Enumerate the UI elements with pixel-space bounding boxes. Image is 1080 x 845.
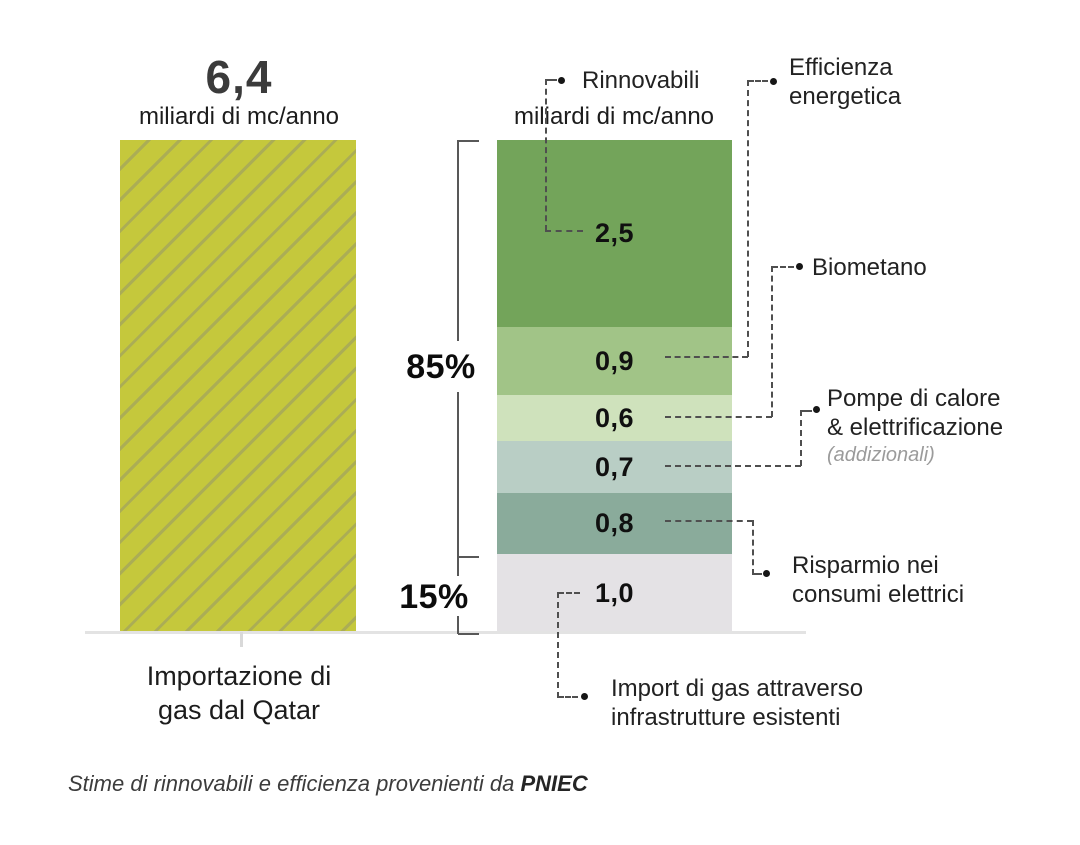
callout-efficienza-energetica: Efficienza energetica <box>789 53 901 111</box>
bracket-label-15: 15% <box>399 578 469 616</box>
segment-efficienza-energetica: 0,9 <box>497 327 732 395</box>
callout-line: Risparmio nei <box>792 552 939 579</box>
segment-rinnovabili: 2,5 <box>497 140 732 327</box>
connector-line <box>545 79 547 231</box>
callout-line: energetica <box>789 83 902 110</box>
left-bar-unit-label: miliardi di mc/anno <box>138 103 340 130</box>
bracket-tick-top <box>458 140 479 142</box>
segment-pompe-di-calore: 0,7 <box>497 441 732 493</box>
callout-rinnovabili: Rinnovabili <box>582 66 699 95</box>
connector-line <box>748 80 768 82</box>
segment-value: 0,7 <box>594 451 635 482</box>
segment-import-gas-esistente: 1,0 <box>497 554 732 632</box>
bracket-label-85: 85% <box>406 348 476 386</box>
bracket-line <box>457 556 459 576</box>
qatar-import-bar <box>120 140 356 632</box>
connector-line <box>665 465 801 467</box>
callout-import-gas: Import di gas attraverso infrastrutture … <box>611 674 863 732</box>
connector-dot <box>763 570 770 577</box>
connector-dot <box>796 263 803 270</box>
segment-value: 2,5 <box>594 218 635 248</box>
x-axis-baseline <box>85 631 806 634</box>
callout-line: Biometano <box>812 254 927 281</box>
callout-line: Import di gas attraverso <box>611 675 864 702</box>
connector-line <box>557 592 559 698</box>
connector-line <box>545 230 583 232</box>
bracket-tick-bottom <box>458 633 479 635</box>
callout-line: & elettrificazione <box>827 414 1004 441</box>
segment-biometano: 0,6 <box>497 395 732 441</box>
connector-line <box>752 520 754 575</box>
callout-line: Efficienza <box>789 54 893 81</box>
category-line: Importazione di <box>146 661 332 691</box>
connector-dot <box>558 77 565 84</box>
left-bar-total-value: 6,4 <box>205 51 273 103</box>
bracket-line <box>457 140 459 341</box>
bracket-tick-mid <box>458 556 479 558</box>
bracket-line <box>457 392 459 557</box>
connector-line <box>665 520 753 522</box>
callout-line: consumi elettrici <box>792 581 965 608</box>
segment-value: 1,0 <box>594 577 635 608</box>
connector-dot <box>770 78 777 85</box>
callout-line: Rinnovabili <box>582 67 700 94</box>
x-axis-tick <box>240 632 243 647</box>
connector-line <box>558 592 580 594</box>
connector-dot <box>581 693 588 700</box>
category-line: gas dal Qatar <box>157 695 321 725</box>
bracket-line <box>457 616 459 634</box>
connector-line <box>772 266 794 268</box>
connector-line <box>800 410 802 466</box>
connector-line <box>753 573 762 575</box>
callout-line: infrastrutture esistenti <box>611 704 841 731</box>
connector-line <box>801 410 812 412</box>
connector-line <box>747 80 749 357</box>
callout-biometano: Biometano <box>812 253 927 282</box>
connector-line <box>558 696 578 698</box>
connector-line <box>546 79 557 81</box>
source-note-bold: PNIEC <box>520 771 588 796</box>
connector-line <box>665 416 772 418</box>
right-bar-unit-label: miliardi di mc/anno <box>513 103 715 130</box>
source-note-text: Stime di rinnovabili e efficienza proven… <box>68 771 521 796</box>
segment-risparmio-consumi: 0,8 <box>497 493 732 554</box>
qatar-category-label: Importazione di gas dal Qatar <box>89 659 389 727</box>
callout-risparmio-consumi: Risparmio nei consumi elettrici <box>792 551 964 609</box>
source-note: Stime di rinnovabili e efficienza proven… <box>68 771 768 797</box>
connector-dot <box>813 406 820 413</box>
connector-line <box>665 356 748 358</box>
connector-line <box>771 266 773 417</box>
segment-value: 0,8 <box>594 508 635 538</box>
segment-value: 0,6 <box>594 402 635 433</box>
callout-note-addizionali: (addizionali) <box>827 444 935 466</box>
callout-pompe-di-calore: Pompe di calore & elettrificazione (addi… <box>827 384 1003 468</box>
callout-line: Pompe di calore <box>827 385 1001 412</box>
segment-value: 0,9 <box>594 345 635 376</box>
alternatives-stacked-bar: 2,5 0,9 0,6 0,7 0,8 1,0 <box>497 140 732 632</box>
